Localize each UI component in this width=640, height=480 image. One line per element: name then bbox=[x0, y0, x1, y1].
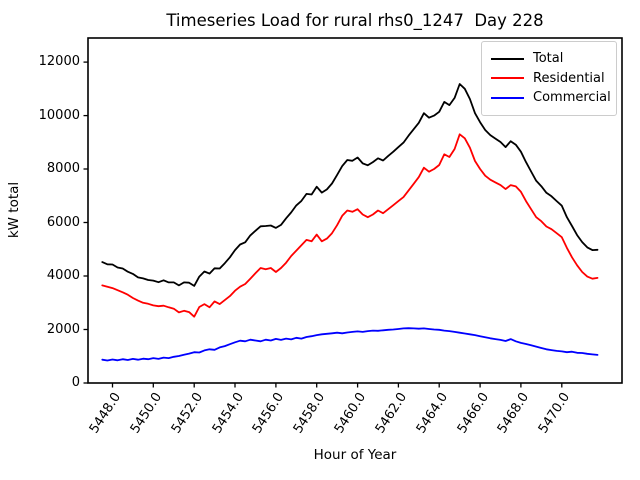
y-tick-label: 2000 bbox=[46, 321, 80, 337]
legend-label-commercial: Commercial bbox=[533, 90, 611, 106]
legend-item-residential: Residential bbox=[491, 69, 607, 89]
legend-label-residential: Residential bbox=[533, 70, 605, 86]
y-tick-label: 6000 bbox=[46, 214, 80, 230]
legend-label-total: Total bbox=[533, 51, 564, 67]
y-tick-label: 0 bbox=[71, 375, 80, 390]
legend-line-total-icon bbox=[491, 57, 524, 60]
legend-item-commercial: Commercial bbox=[491, 88, 611, 108]
legend: Total Residential Commercial bbox=[481, 41, 617, 116]
chart-title: Timeseries Load for rural rhs0_1247 Day … bbox=[166, 11, 544, 30]
legend-line-residential-icon bbox=[491, 77, 524, 80]
y-tick-label: 4000 bbox=[46, 268, 80, 284]
legend-line-commercial-icon bbox=[491, 96, 524, 99]
y-tick-label: 8000 bbox=[46, 161, 80, 177]
y-tick-label: 10000 bbox=[38, 107, 80, 123]
y-tick-label: 12000 bbox=[38, 54, 80, 70]
x-axis-label: Hour of Year bbox=[313, 447, 397, 463]
legend-item-total: Total bbox=[491, 49, 607, 69]
